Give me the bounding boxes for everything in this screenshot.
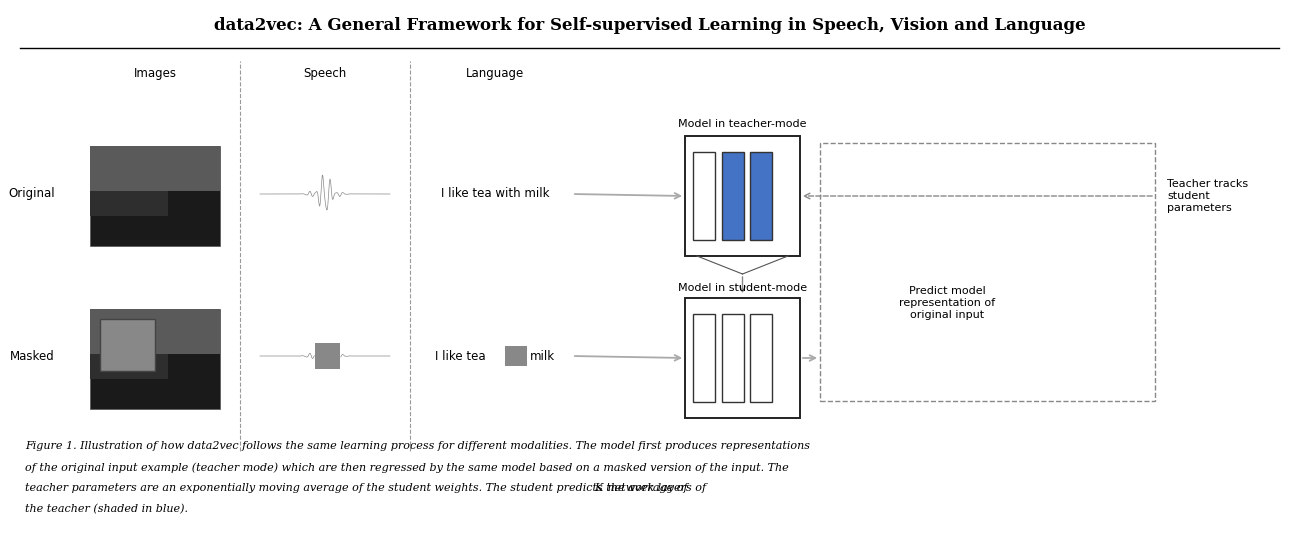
Bar [90, 191, 168, 216]
Bar [505, 346, 527, 366]
Text: Predict model
representation of
original input: Predict model representation of original… [899, 286, 995, 320]
Bar [314, 343, 340, 369]
Text: Teacher tracks
student
parameters: Teacher tracks student parameters [1167, 180, 1248, 212]
Bar [685, 298, 800, 418]
Bar [750, 152, 772, 240]
Text: teacher parameters are an exponentially moving average of the student weights. T: teacher parameters are an exponentially … [25, 483, 691, 493]
Text: data2vec: A General Framework for Self-supervised Learning in Speech, Vision and: data2vec: A General Framework for Self-s… [214, 17, 1085, 34]
Bar [90, 309, 220, 409]
Bar [692, 152, 714, 240]
Text: Masked: Masked [9, 350, 55, 363]
Bar [750, 314, 772, 402]
Bar [685, 136, 800, 256]
Bar [90, 146, 220, 246]
Text: milk: milk [530, 350, 555, 363]
Bar [90, 146, 220, 191]
Text: Model in student-mode: Model in student-mode [678, 283, 807, 293]
Bar [100, 319, 155, 371]
Bar [90, 354, 168, 379]
Text: of the original input example (teacher mode) which are then regressed by the sam: of the original input example (teacher m… [25, 462, 788, 473]
Text: Figure 1. Illustration of how data2vec follows the same learning process for dif: Figure 1. Illustration of how data2vec f… [25, 441, 811, 451]
Text: I like tea with milk: I like tea with milk [440, 187, 549, 201]
Text: I like tea: I like tea [435, 350, 486, 363]
Text: Model in teacher-mode: Model in teacher-mode [678, 119, 807, 129]
Bar [721, 314, 743, 402]
Text: network layers of: network layers of [604, 483, 707, 493]
Bar [820, 143, 1155, 401]
Text: Original: Original [9, 187, 56, 201]
Bar [90, 309, 220, 354]
Text: Speech: Speech [304, 67, 347, 81]
Text: K: K [595, 483, 603, 493]
Bar [692, 314, 714, 402]
Text: the teacher (shaded in blue).: the teacher (shaded in blue). [25, 504, 188, 514]
Text: Language: Language [466, 67, 523, 81]
Text: Images: Images [134, 67, 177, 81]
Bar [721, 152, 743, 240]
